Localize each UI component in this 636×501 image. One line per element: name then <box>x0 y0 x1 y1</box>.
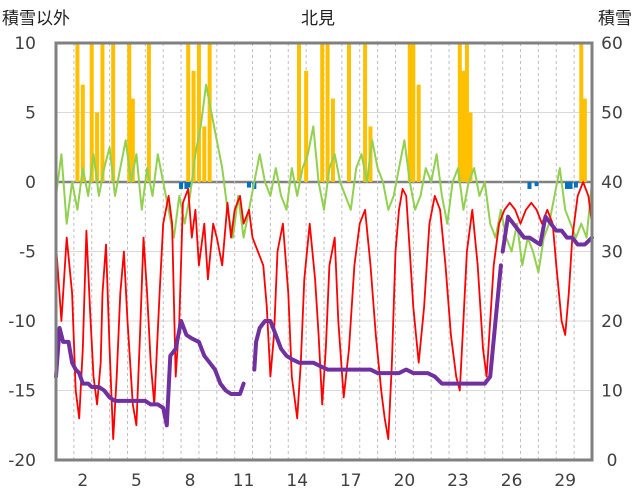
precipitation-bars <box>75 43 587 189</box>
precip_bar-bar-28 <box>468 112 473 182</box>
snow_depth-line-0 <box>54 319 246 428</box>
precip_bar-bar-9 <box>186 43 191 182</box>
precip_bar-bar-7 <box>130 98 135 182</box>
precip_bar-bar-17 <box>325 43 330 182</box>
precip_bar-bar-18 <box>330 98 335 182</box>
precip_bar-bar-13 <box>207 43 212 182</box>
precip_bar-bar-0 <box>75 43 80 182</box>
precip_bar-bar-16 <box>320 43 325 182</box>
x-tick-6: 20 <box>394 471 416 491</box>
right-tick-6: 0 <box>607 451 618 471</box>
precip_small-bar-6 <box>534 182 539 187</box>
x-tick-2: 8 <box>185 471 196 491</box>
frame-border <box>54 41 594 462</box>
precip_bar-bar-23 <box>411 43 416 182</box>
precip_bar-bar-29 <box>579 43 584 182</box>
precip_bar-bar-24 <box>416 84 421 182</box>
wind-line-0 <box>55 83 593 274</box>
right-tick-0: 60 <box>601 34 623 54</box>
temperature-line-0 <box>55 181 593 440</box>
chart-title: 北見 <box>301 9 335 29</box>
precip_bar-bar-8 <box>146 43 151 182</box>
x-tick-8: 26 <box>501 471 523 491</box>
x-axis-ticks: 2 5 8 11 14 17 20 23 26 29 <box>77 471 576 491</box>
left-axis-ticks: 10 5 0 -5 -10 -15 -20 <box>8 34 36 471</box>
left-tick-4: -10 <box>8 312 36 332</box>
x-tick-7: 23 <box>447 471 469 491</box>
left-tick-5: -15 <box>8 382 36 402</box>
precip_bar-bar-1 <box>80 84 85 182</box>
right-tick-3: 30 <box>601 243 623 263</box>
series-lines <box>54 83 594 440</box>
precip_bar-bar-15 <box>304 70 309 182</box>
precip_bar-bar-22 <box>407 43 412 182</box>
x-tick-0: 2 <box>77 471 88 491</box>
right-tick-1: 50 <box>601 104 623 124</box>
right-axis-label: 積雪 <box>598 9 632 29</box>
left-tick-1: 5 <box>25 104 36 124</box>
precip_small-bar-0 <box>179 182 184 189</box>
precip_bar-bar-30 <box>582 98 587 182</box>
snow_depth-line-1 <box>252 263 503 386</box>
precip_small-bar-7 <box>564 182 569 189</box>
precip_bar-bar-26 <box>461 70 466 182</box>
precip_small-bar-8 <box>568 182 573 189</box>
precip_small-bar-9 <box>573 182 578 188</box>
precip_bar-bar-5 <box>111 43 116 182</box>
precip_bar-bar-11 <box>196 43 201 182</box>
plot-frame <box>54 41 594 462</box>
snow_depth-line-2 <box>500 214 594 254</box>
left-tick-6: -20 <box>8 451 36 471</box>
left-tick-2: 0 <box>25 173 36 193</box>
precip_bar-bar-25 <box>457 43 462 182</box>
x-tick-4: 14 <box>286 471 308 491</box>
precip_small-bar-2 <box>188 182 192 188</box>
right-tick-2: 40 <box>601 173 623 193</box>
precip_bar-bar-6 <box>127 43 132 182</box>
left-tick-0: 10 <box>14 34 36 54</box>
right-tick-4: 20 <box>601 312 623 332</box>
precip_small-bar-3 <box>246 182 251 188</box>
x-tick-3: 11 <box>233 471 255 491</box>
x-tick-5: 17 <box>340 471 362 491</box>
precip_bar-bar-19 <box>347 43 352 182</box>
right-axis-ticks: 60 50 40 30 20 10 0 <box>601 34 623 471</box>
precip_bar-bar-4 <box>100 43 105 182</box>
x-tick-9: 29 <box>554 471 576 491</box>
precip_bar-bar-27 <box>464 43 469 182</box>
x-tick-1: 5 <box>131 471 142 491</box>
precip_bar-bar-14 <box>296 43 301 182</box>
precip_bar-bar-12 <box>202 126 207 182</box>
precip_bar-bar-10 <box>191 70 196 182</box>
precip_small-bar-5 <box>527 182 532 189</box>
precip_bar-bar-3 <box>95 112 100 182</box>
left-tick-3: -5 <box>19 243 36 263</box>
precip_bar-bar-20 <box>363 43 368 182</box>
precip_bar-bar-2 <box>89 43 94 182</box>
left-axis-label: 積雪以外 <box>2 9 70 29</box>
right-tick-5: 10 <box>601 382 623 402</box>
precip_small-bar-1 <box>184 182 189 189</box>
